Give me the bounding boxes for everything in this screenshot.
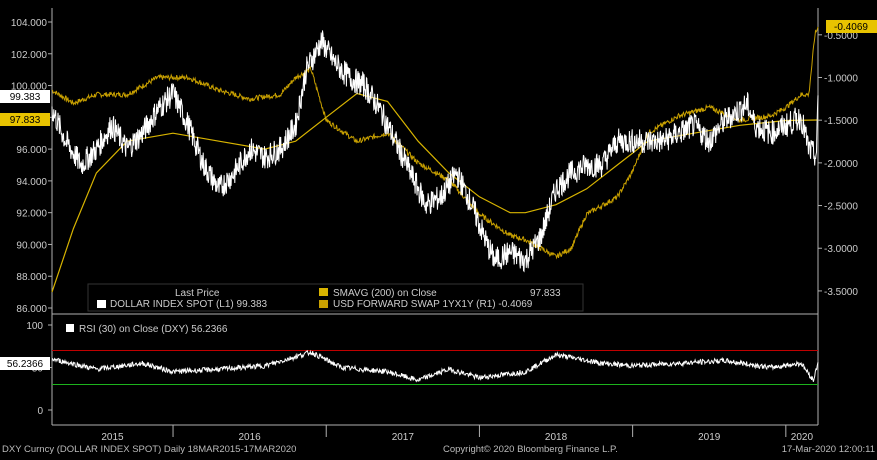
rsi-legend: RSI (30) on Close (DXY) 56.2366 bbox=[66, 324, 228, 335]
rsi-badge-bg bbox=[0, 357, 50, 370]
right-tick-label: -1.0000 bbox=[824, 73, 858, 84]
swap-badge: -0.4069 bbox=[834, 22, 868, 33]
right-tick-label: -3.0000 bbox=[824, 244, 858, 255]
left-tick-label: 86.000 bbox=[16, 304, 47, 315]
price-badge: 99.383 bbox=[10, 92, 41, 103]
left-tick-label: 104.000 bbox=[11, 18, 48, 29]
left-tick-label: 88.000 bbox=[16, 272, 47, 283]
price-badge-bg bbox=[0, 90, 50, 103]
legend-price-swatch bbox=[97, 300, 106, 308]
rsi-badge: 56.2366 bbox=[7, 359, 44, 370]
right-tick-label: -1.5000 bbox=[824, 116, 858, 127]
right-axis: -0.5000 -1.0000 -1.5000 -2.0000 -2.5000 -3.00… bbox=[818, 31, 858, 298]
rsi-tick-label: 100 bbox=[26, 321, 43, 332]
x-tick-label: 2019 bbox=[698, 432, 721, 443]
left-tick-label: 90.000 bbox=[16, 240, 47, 251]
series-rsi-30 bbox=[52, 349, 819, 383]
legend-smavg-swatch bbox=[319, 288, 328, 296]
footer-left: DXY Curncy (DOLLAR INDEX SPOT) Daily 18M… bbox=[2, 444, 296, 455]
legend-swap-swatch bbox=[319, 300, 328, 308]
footer: DXY Curncy (DOLLAR INDEX SPOT) Daily 18M… bbox=[2, 444, 875, 455]
value-badges: 99.383 97.833 -0.4069 56.2366 bbox=[0, 20, 877, 370]
series-usd-forward-swap bbox=[51, 26, 819, 260]
x-tick-label: 2018 bbox=[545, 432, 568, 443]
x-tick-label: 2015 bbox=[101, 432, 124, 443]
legend-price-label: DOLLAR INDEX SPOT (L1) 99.383 bbox=[110, 299, 268, 310]
legend-last-price: Last Price bbox=[175, 288, 220, 299]
x-axis: 2015 2016 2017 2018 2019 2020 bbox=[101, 425, 813, 443]
rsi-tick-label: 0 bbox=[37, 406, 43, 417]
x-tick-label: 2016 bbox=[239, 432, 262, 443]
legend-swap-label: USD FORWARD SWAP 1YX1Y (R1) -0.4069 bbox=[333, 299, 533, 310]
x-tick-label: 2020 bbox=[791, 432, 814, 443]
left-tick-label: 92.000 bbox=[16, 209, 47, 220]
rsi-legend-swatch bbox=[66, 324, 74, 332]
right-tick-label: -3.5000 bbox=[824, 287, 858, 298]
rsi-legend-label: RSI (30) on Close (DXY) 56.2366 bbox=[79, 324, 228, 335]
footer-copyright: Copyright© 2020 Bloomberg Finance L.P. bbox=[443, 444, 618, 455]
right-tick-label: -2.0000 bbox=[824, 159, 858, 170]
legend-smavg-value: 97.833 bbox=[530, 288, 561, 299]
series-dollar-index-spot bbox=[51, 30, 819, 273]
swap-badge-bg bbox=[826, 20, 877, 33]
right-tick-label: -0.5000 bbox=[824, 31, 858, 42]
smavg-badge-bg bbox=[0, 113, 50, 126]
left-tick-label: 94.000 bbox=[16, 177, 47, 188]
legend-smavg-label: SMAVG (200) on Close bbox=[333, 288, 437, 299]
smavg-badge: 97.833 bbox=[10, 115, 41, 126]
left-tick-label: 96.000 bbox=[16, 145, 47, 156]
left-tick-label: 102.000 bbox=[11, 50, 48, 61]
x-tick-label: 2017 bbox=[392, 432, 415, 443]
right-tick-label: -2.5000 bbox=[824, 202, 858, 213]
legend: Last Price DOLLAR INDEX SPOT (L1) 99.383… bbox=[87, 283, 584, 312]
footer-timestamp: 17-Mar-2020 12:00:11 bbox=[782, 444, 875, 455]
left-tick-label: 100.000 bbox=[11, 82, 48, 93]
